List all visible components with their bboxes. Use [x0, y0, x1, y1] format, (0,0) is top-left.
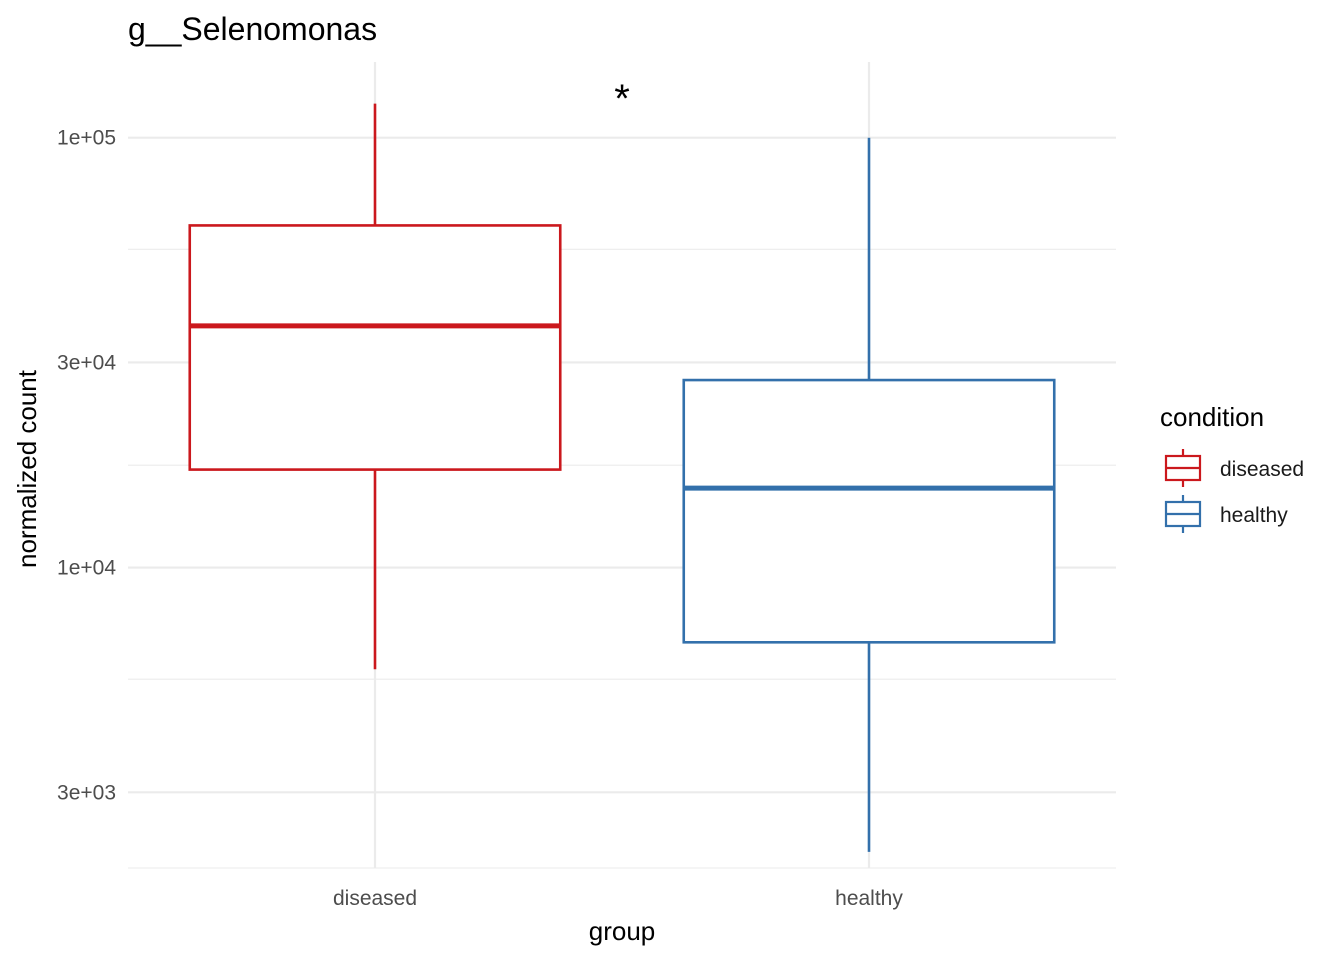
box-diseased [188, 103, 562, 670]
significance-annotation: * [614, 77, 630, 121]
y-tick-label: 1e+05 [57, 127, 116, 150]
x-tick-label: healthy [835, 887, 903, 910]
iqr-box [188, 224, 562, 471]
y-tick-label: 3e+03 [57, 781, 116, 804]
x-axis-title: group [589, 916, 656, 946]
y-axis-title: normalized count [12, 369, 42, 568]
legend-title: condition [1160, 402, 1264, 432]
y-tick-label: 3e+04 [57, 351, 116, 374]
tick-labels: 3e+03 1e+04 3e+04 1e+05 diseased healthy [57, 127, 903, 910]
y-tick-label: 1e+04 [57, 557, 116, 580]
legend-item-diseased: diseased [1164, 449, 1304, 487]
box-healthy [682, 137, 1056, 852]
iqr-box [682, 378, 1056, 644]
legend-label: healthy [1220, 504, 1288, 527]
legend: condition diseased healthy [1160, 402, 1304, 533]
box-layer [188, 103, 1056, 852]
legend-label: diseased [1220, 458, 1304, 481]
x-tick-label: diseased [333, 887, 417, 910]
chart-title: g__Selenomonas [128, 11, 377, 47]
legend-item-healthy: healthy [1164, 495, 1288, 533]
